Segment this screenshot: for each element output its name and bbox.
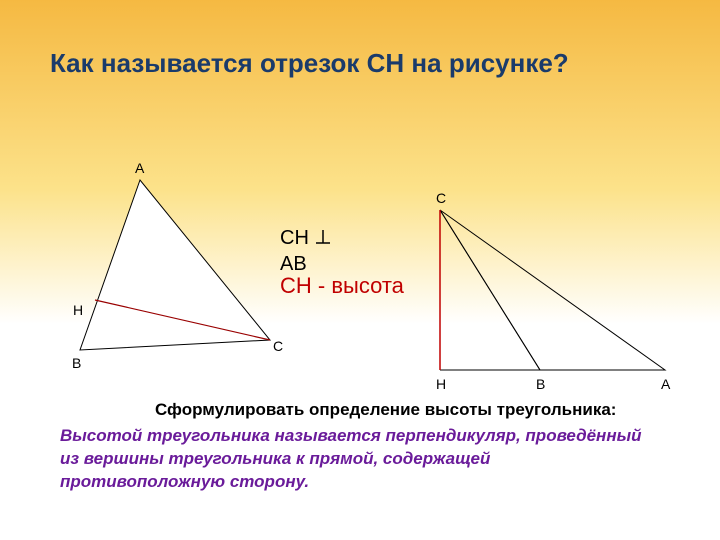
label-right-A: А <box>661 376 670 392</box>
perp-ch: CH <box>280 227 309 249</box>
label-left-H: Н <box>73 302 83 318</box>
label-right-H: Н <box>436 376 446 392</box>
label-left-A: А <box>135 160 144 176</box>
perpendicular-symbol <box>314 227 332 253</box>
task-prompt: Сформулировать определение высоты треуго… <box>155 400 616 420</box>
definition-text: Высотой треугольника называется перпенди… <box>60 425 660 494</box>
perpendicular-notation: CH AB <box>280 225 332 277</box>
label-right-C: С <box>436 190 446 206</box>
ch-altitude-label: СН - высота <box>280 273 404 299</box>
label-right-B: В <box>536 376 545 392</box>
perp-ab: AB <box>280 253 307 275</box>
left-triangle <box>80 180 270 350</box>
label-left-B: В <box>72 355 81 371</box>
label-left-C: С <box>273 338 283 354</box>
right-triangle <box>440 210 665 370</box>
right-cb-line <box>440 210 540 370</box>
